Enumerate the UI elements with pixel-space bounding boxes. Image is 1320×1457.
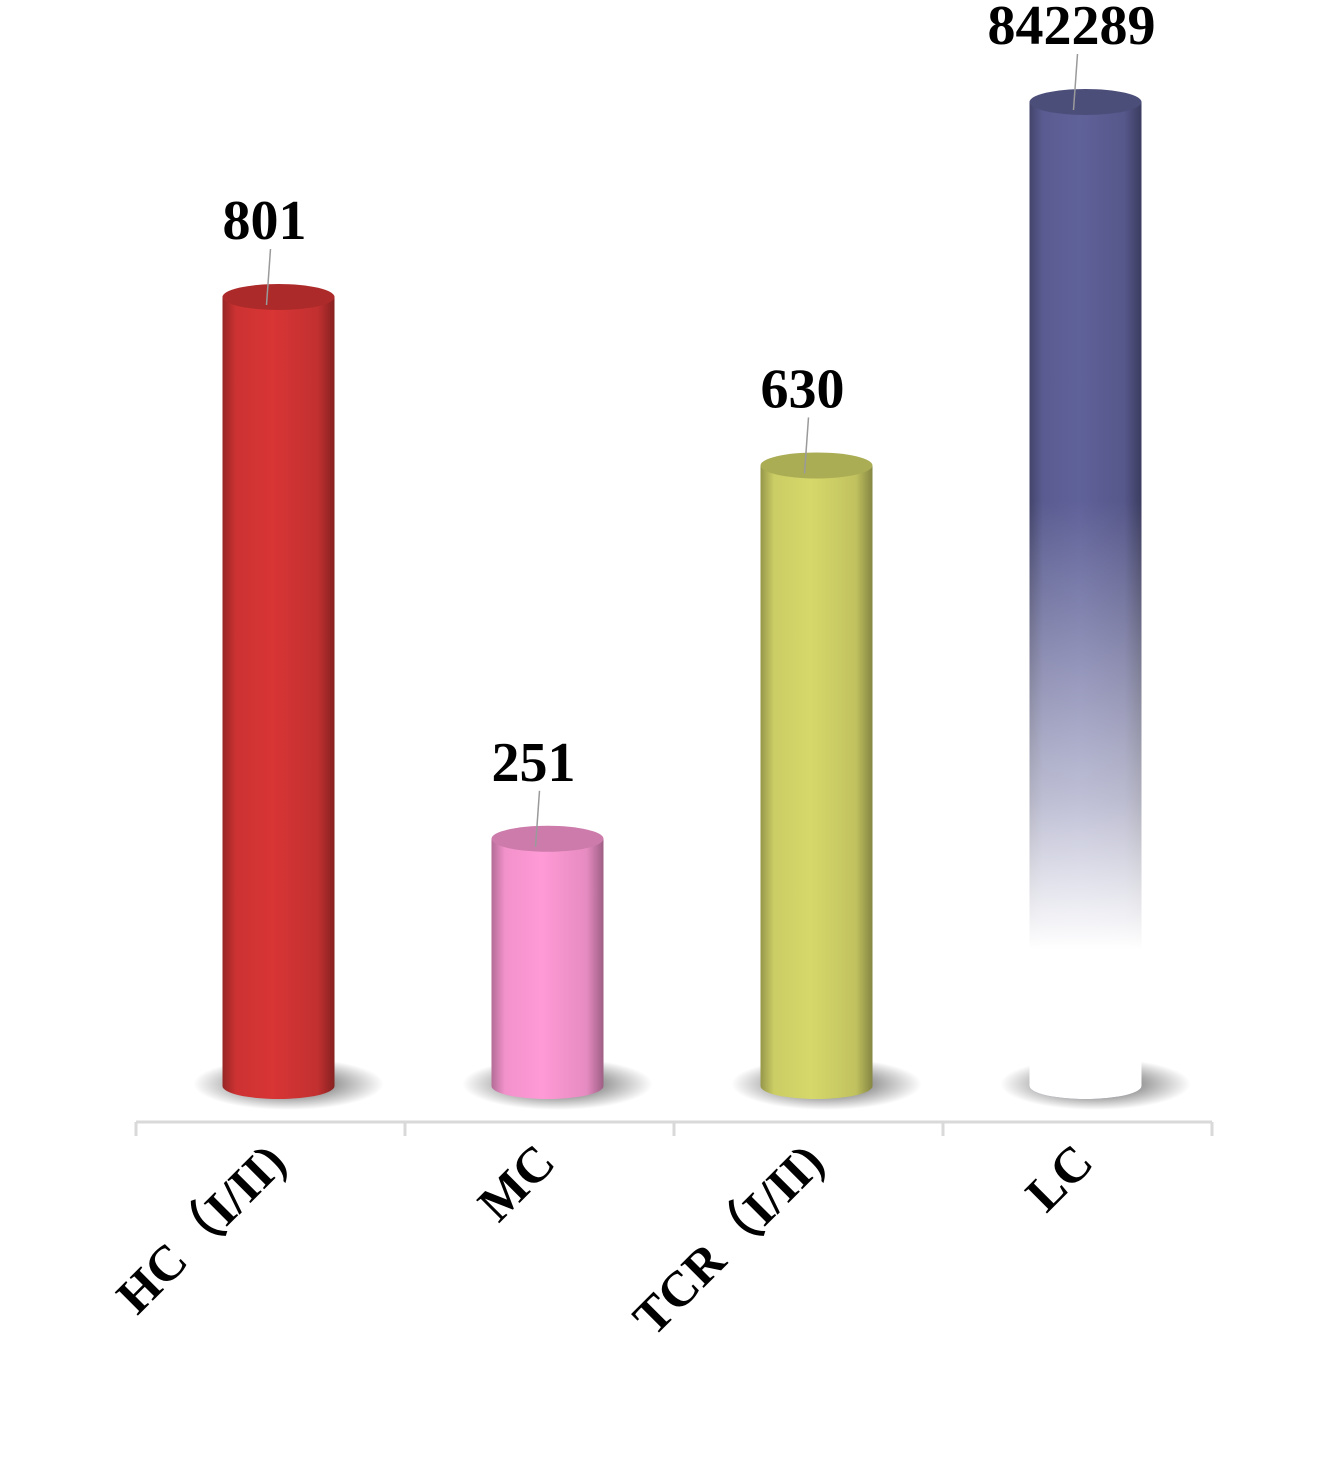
category-labels: HC（I/II) MC TCR（I/II) LC — [105, 1133, 1103, 1345]
bars — [222, 89, 1142, 1100]
x-axis — [134, 1120, 1214, 1136]
bar-top-cap — [760, 452, 873, 479]
category-label: HC（I/II) — [105, 1133, 296, 1324]
value-label: 801 — [223, 190, 307, 252]
leader-line — [803, 417, 810, 474]
bar-fade-overlay — [1029, 102, 1142, 1100]
bar-top-cap — [491, 825, 604, 852]
category-label: LC — [1015, 1133, 1104, 1222]
leader-line — [265, 248, 272, 306]
bar-top-cap — [1029, 89, 1142, 115]
leader-line — [534, 790, 541, 847]
value-label: 630 — [761, 358, 845, 420]
bar-3 — [760, 465, 873, 1100]
category-label: TCR（I/II) — [622, 1133, 834, 1345]
leader-line — [1072, 53, 1079, 111]
value-label: 842289 — [988, 0, 1156, 57]
bar-top-cap — [222, 284, 335, 310]
bar-1 — [222, 297, 335, 1100]
value-labels: 801 251 630 842289 — [223, 0, 1156, 847]
value-label: 251 — [492, 732, 576, 794]
category-label: MC — [467, 1133, 566, 1232]
bar-2 — [491, 838, 604, 1100]
